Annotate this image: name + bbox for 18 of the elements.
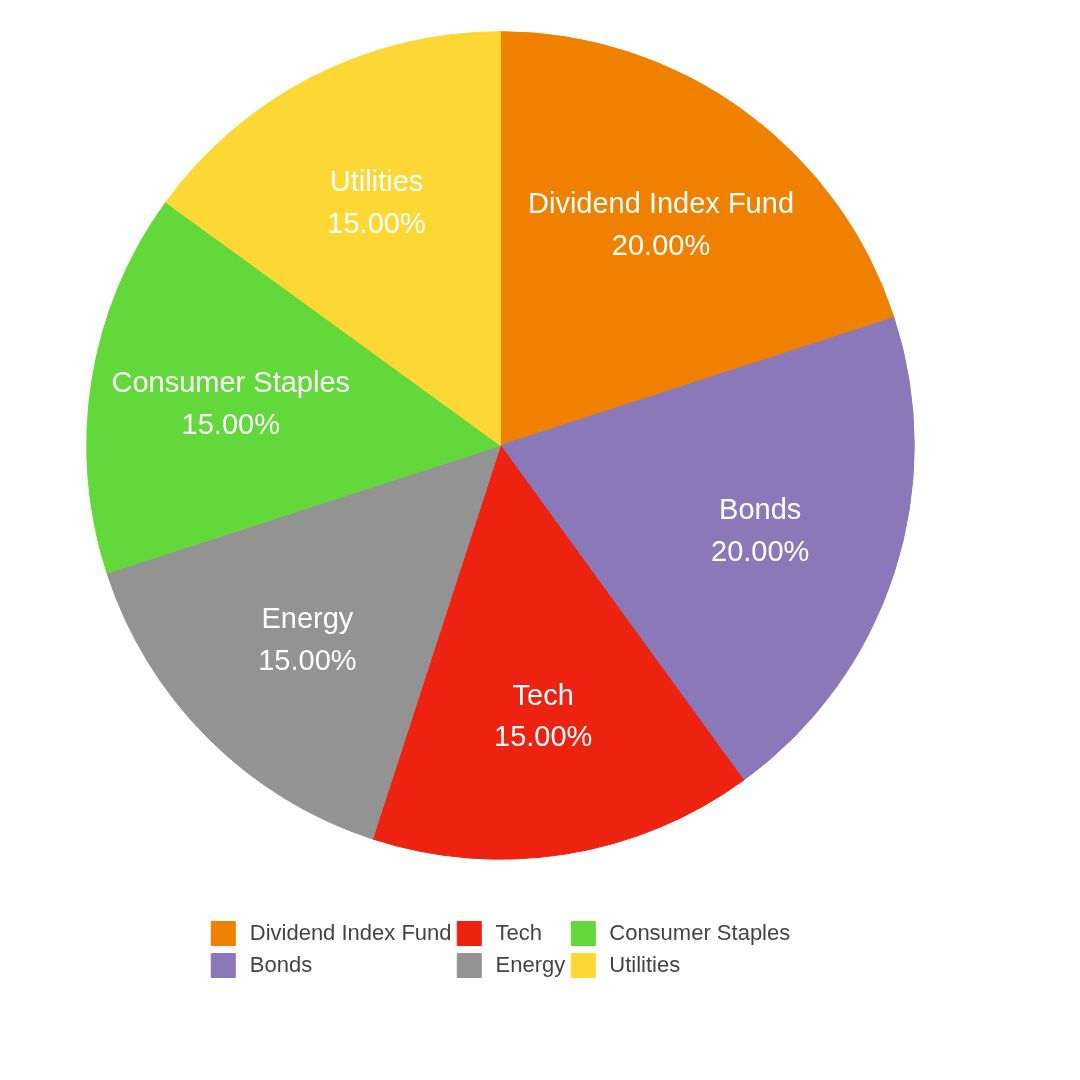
slice-label: Tech bbox=[512, 678, 574, 711]
legend-label: Energy bbox=[495, 952, 566, 978]
legend-label: Tech bbox=[495, 920, 543, 946]
slice-label: Consumer Staples bbox=[111, 365, 351, 398]
legend-label: Bonds bbox=[249, 952, 313, 978]
data-label: 15.00% bbox=[181, 407, 280, 440]
legend-label: Dividend Index Fund bbox=[249, 920, 452, 946]
data-label: 20.00% bbox=[711, 534, 810, 567]
slice-label: Energy bbox=[261, 601, 354, 634]
data-label: 15.00% bbox=[494, 720, 593, 753]
legend-label: Utilities bbox=[609, 952, 681, 978]
data-label: 15.00% bbox=[258, 643, 357, 676]
data-label: 15.00% bbox=[327, 206, 426, 239]
slice-label: Dividend Index Fund bbox=[528, 187, 795, 220]
slice-label: Utilities bbox=[329, 165, 424, 198]
legend-label: Consumer Staples bbox=[609, 920, 791, 946]
data-label: 20.00% bbox=[611, 229, 711, 262]
slice-label: Bonds bbox=[719, 493, 802, 526]
